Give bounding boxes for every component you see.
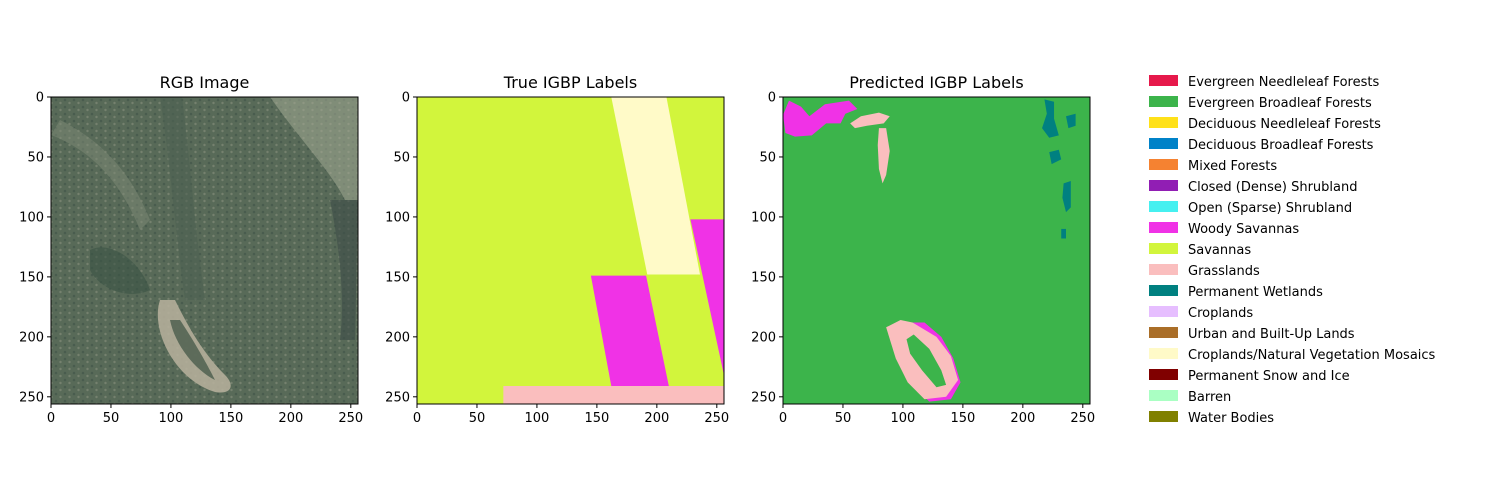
legend-label: Permanent Wetlands bbox=[1188, 285, 1323, 300]
legend-label: Closed (Dense) Shrubland bbox=[1188, 180, 1358, 195]
y-tick-label: 250 bbox=[19, 390, 44, 405]
region-permanent-wetlands bbox=[1062, 180, 1071, 213]
legend-swatch bbox=[1149, 138, 1178, 149]
legend-swatch bbox=[1149, 306, 1178, 317]
y-tick-label: 200 bbox=[751, 330, 776, 345]
axes-frame bbox=[782, 96, 1091, 405]
legend-swatch bbox=[1149, 96, 1178, 107]
y-tick-label: 200 bbox=[19, 330, 44, 345]
x-tick-label: 150 bbox=[950, 411, 975, 426]
legend: Evergreen Needleleaf Forests Evergreen Br… bbox=[1149, 75, 1436, 426]
region-permanent-wetlands bbox=[1066, 113, 1076, 129]
y-tick-label: 50 bbox=[27, 150, 44, 165]
panel-title: True IGBP Labels bbox=[503, 73, 637, 92]
legend-label: Croplands bbox=[1188, 306, 1253, 321]
legend-swatch bbox=[1149, 285, 1178, 296]
legend-label: Deciduous Broadleaf Forests bbox=[1188, 138, 1374, 153]
legend-label: Water Bodies bbox=[1188, 411, 1274, 426]
y-tick-label: 150 bbox=[19, 270, 44, 285]
panel-title: RGB Image bbox=[160, 73, 250, 92]
legend-swatch bbox=[1149, 411, 1178, 422]
x-tick-label: 50 bbox=[103, 411, 120, 426]
legend-swatch bbox=[1149, 369, 1178, 380]
y-tick-label: 0 bbox=[402, 91, 410, 106]
panel-title: Predicted IGBP Labels bbox=[849, 73, 1024, 92]
legend-label: Barren bbox=[1188, 390, 1231, 405]
y-tick-label: 150 bbox=[751, 270, 776, 285]
legend-label: Evergreen Needleleaf Forests bbox=[1188, 75, 1379, 90]
y-tick-label: 50 bbox=[759, 150, 776, 165]
legend-label: Grasslands bbox=[1188, 264, 1260, 279]
legend-swatch bbox=[1149, 264, 1178, 275]
y-tick-label: 100 bbox=[385, 210, 410, 225]
x-tick-label: 250 bbox=[338, 411, 363, 426]
legend-label: Croplands/Natural Vegetation Mosaics bbox=[1188, 348, 1436, 363]
x-tick-label: 200 bbox=[644, 411, 669, 426]
legend-swatch bbox=[1149, 348, 1178, 359]
x-tick-label: 0 bbox=[47, 411, 55, 426]
region-woody-savannas bbox=[690, 219, 724, 376]
legend-label: Mixed Forests bbox=[1188, 159, 1277, 174]
y-tick-label: 250 bbox=[751, 390, 776, 405]
x-tick-label: 100 bbox=[891, 411, 916, 426]
legend-label: Savannas bbox=[1188, 243, 1251, 258]
legend-swatch bbox=[1149, 159, 1178, 170]
legend-label: Urban and Built-Up Lands bbox=[1188, 327, 1355, 342]
legend-label: Woody Savannas bbox=[1188, 222, 1299, 237]
x-tick-label: 0 bbox=[413, 411, 421, 426]
legend-swatch bbox=[1149, 390, 1178, 401]
region-woody-savannas bbox=[590, 275, 669, 387]
axes-frame bbox=[50, 96, 359, 405]
panel-predicted-labels: Predicted IGBP Labels 0 50 100 150 200 250050… bbox=[751, 73, 1095, 426]
region-evergreen-broadleaf-forests bbox=[906, 334, 947, 388]
region-permanent-wetlands bbox=[1042, 99, 1059, 138]
legend-swatch bbox=[1149, 222, 1178, 233]
x-tick-label: 50 bbox=[469, 411, 486, 426]
y-tick-label: 150 bbox=[385, 270, 410, 285]
x-tick-label: 200 bbox=[278, 411, 303, 426]
region-grasslands bbox=[850, 112, 890, 129]
x-tick-label: 200 bbox=[1010, 411, 1035, 426]
legend-swatch bbox=[1149, 117, 1178, 128]
region-grasslands bbox=[503, 386, 724, 404]
rgb-image bbox=[51, 97, 358, 404]
x-tick-label: 100 bbox=[525, 411, 550, 426]
y-tick-label: 200 bbox=[385, 330, 410, 345]
y-tick-label: 100 bbox=[751, 210, 776, 225]
x-tick-label: 250 bbox=[704, 411, 729, 426]
x-tick-label: 150 bbox=[218, 411, 243, 426]
y-tick-label: 0 bbox=[36, 91, 44, 106]
y-tick-label: 100 bbox=[19, 210, 44, 225]
legend-label: Permanent Snow and Ice bbox=[1188, 369, 1350, 384]
region-permanent-wetlands bbox=[1061, 228, 1067, 239]
y-tick-label: 50 bbox=[393, 150, 410, 165]
region-croplands-natural-vegetation-mosaics bbox=[611, 97, 701, 275]
legend-swatch bbox=[1149, 180, 1178, 191]
x-tick-label: 100 bbox=[159, 411, 184, 426]
x-tick-label: 0 bbox=[779, 411, 787, 426]
region-permanent-wetlands bbox=[1049, 149, 1062, 165]
legend-swatch bbox=[1149, 327, 1178, 338]
legend-label: Open (Sparse) Shrubland bbox=[1188, 201, 1352, 216]
axes-frame bbox=[416, 96, 725, 405]
y-tick-label: 0 bbox=[768, 91, 776, 106]
panel-true-labels: True IGBP Labels 0 50 100 150 200 25005010015… bbox=[385, 73, 729, 426]
legend-swatch bbox=[1149, 243, 1178, 254]
legend-swatch bbox=[1149, 75, 1178, 86]
x-tick-label: 150 bbox=[584, 411, 609, 426]
legend-label: Evergreen Broadleaf Forests bbox=[1188, 96, 1372, 111]
region-grasslands bbox=[877, 128, 890, 184]
x-tick-label: 50 bbox=[835, 411, 852, 426]
legend-label: Deciduous Needleleaf Forests bbox=[1188, 117, 1381, 132]
y-tick-label: 250 bbox=[385, 390, 410, 405]
region-woody-savannas bbox=[783, 100, 858, 137]
legend-swatch bbox=[1149, 201, 1178, 212]
x-tick-label: 250 bbox=[1070, 411, 1095, 426]
